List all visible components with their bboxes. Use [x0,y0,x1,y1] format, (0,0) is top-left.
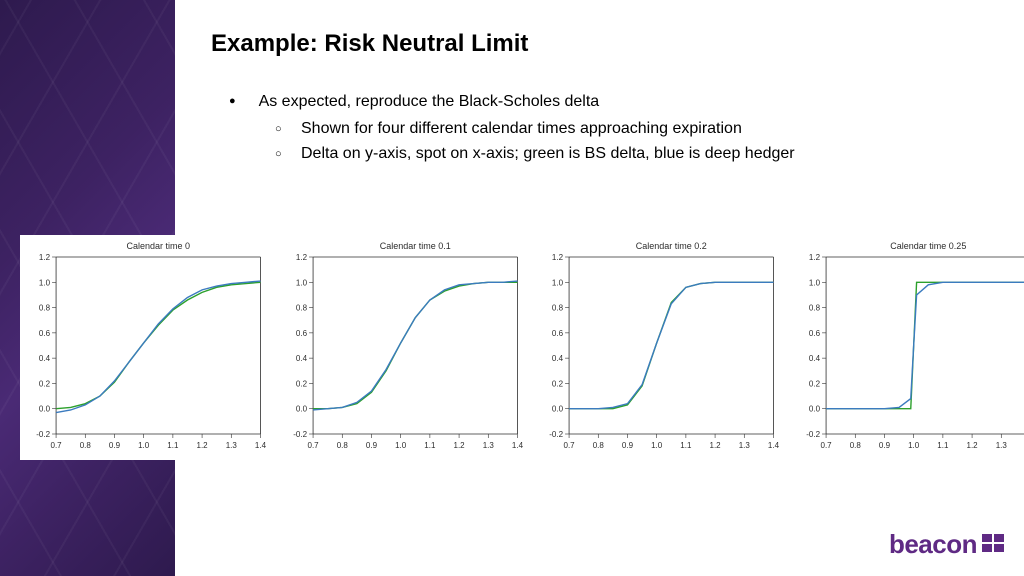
svg-text:0.2: 0.2 [808,379,820,388]
svg-text:1.1: 1.1 [937,441,949,450]
svg-text:1.2: 1.2 [808,253,820,262]
svg-text:1.4: 1.4 [768,441,780,450]
svg-text:1.2: 1.2 [39,253,51,262]
svg-text:1.0: 1.0 [908,441,920,450]
svg-text:1.0: 1.0 [138,441,150,450]
svg-text:0.4: 0.4 [808,354,820,363]
svg-text:-0.2: -0.2 [293,430,307,439]
svg-text:0.8: 0.8 [808,304,820,313]
svg-text:1.0: 1.0 [552,278,564,287]
svg-text:0.6: 0.6 [39,329,51,338]
chart-1: Calendar time 0.1 -0.2 0.0 0.2 0.4 0.6 0.8 1.0 1… [277,235,528,460]
svg-text:0.8: 0.8 [849,441,861,450]
bullet-main-text: As expected, reproduce the Black-Scholes… [259,93,600,110]
chart-0: Calendar time 0 -0.2 0.0 0.2 0.4 0.6 0.8 1.0 1.2… [20,235,271,460]
svg-text:-0.2: -0.2 [36,430,50,439]
svg-text:1.0: 1.0 [808,278,820,287]
svg-text:1.2: 1.2 [966,441,978,450]
svg-text:1.2: 1.2 [197,441,209,450]
svg-text:0.2: 0.2 [552,379,564,388]
svg-text:1.2: 1.2 [295,253,307,262]
svg-text:0.9: 0.9 [365,441,377,450]
svg-text:0.8: 0.8 [552,304,564,313]
svg-text:0.7: 0.7 [307,441,319,450]
sub-bullet-1: Shown for four different calendar times … [275,117,795,140]
svg-text:0.0: 0.0 [808,405,820,414]
svg-text:0.6: 0.6 [808,329,820,338]
logo-text: beacon [889,529,977,560]
svg-text:1.2: 1.2 [710,441,722,450]
svg-text:0.6: 0.6 [295,329,307,338]
chart-2: Calendar time 0.2 -0.2 0.0 0.2 0.4 0.6 0.8 1.0 1… [533,235,784,460]
charts-row: Calendar time 0 -0.2 0.0 0.2 0.4 0.6 0.8 1.0 1.2… [20,235,1024,460]
svg-text:1.1: 1.1 [167,441,179,450]
svg-text:1.2: 1.2 [453,441,465,450]
svg-text:1.3: 1.3 [482,441,494,450]
bullet-main: As expected, reproduce the Black-Scholes… [229,90,795,166]
svg-text:1.4: 1.4 [255,441,267,450]
svg-text:1.0: 1.0 [39,278,51,287]
svg-text:0.7: 0.7 [820,441,832,450]
svg-text:-0.2: -0.2 [806,430,820,439]
slide-content: Example: Risk Neutral Limit As expected,… [175,0,1024,576]
sub-bullets: Shown for four different calendar times … [275,117,795,165]
chart-3: Calendar time 0.25 -0.2 0.0 0.2 0.4 0.6 0.8 1.0… [790,235,1024,460]
svg-text:1.3: 1.3 [995,441,1007,450]
svg-text:0.4: 0.4 [295,354,307,363]
svg-text:1.3: 1.3 [739,441,751,450]
svg-text:0.4: 0.4 [39,354,51,363]
svg-text:1.0: 1.0 [651,441,663,450]
svg-text:0.4: 0.4 [552,354,564,363]
logo-blocks-icon [982,534,1004,552]
svg-text:0.0: 0.0 [295,405,307,414]
svg-text:1.1: 1.1 [680,441,692,450]
svg-text:Calendar time 0.1: Calendar time 0.1 [379,241,450,251]
svg-text:0.9: 0.9 [622,441,634,450]
svg-text:1.3: 1.3 [226,441,238,450]
svg-text:0.9: 0.9 [878,441,890,450]
svg-text:0.2: 0.2 [39,379,51,388]
svg-text:0.0: 0.0 [552,405,564,414]
svg-text:1.1: 1.1 [424,441,436,450]
svg-text:1.0: 1.0 [395,441,407,450]
svg-text:Calendar time 0: Calendar time 0 [126,241,190,251]
svg-text:1.0: 1.0 [295,278,307,287]
svg-text:0.9: 0.9 [109,441,121,450]
bullet-list: As expected, reproduce the Black-Scholes… [229,90,795,170]
svg-text:0.2: 0.2 [295,379,307,388]
svg-text:Calendar time 0.25: Calendar time 0.25 [890,241,966,251]
sub-bullet-2: Delta on y-axis, spot on x-axis; green i… [275,142,795,165]
svg-text:0.8: 0.8 [80,441,92,450]
svg-text:0.8: 0.8 [39,304,51,313]
svg-text:Calendar time 0.2: Calendar time 0.2 [636,241,707,251]
svg-text:0.0: 0.0 [39,405,51,414]
svg-text:-0.2: -0.2 [549,430,563,439]
logo: beacon [889,527,1004,558]
svg-text:0.8: 0.8 [295,304,307,313]
svg-text:0.8: 0.8 [336,441,348,450]
svg-text:0.7: 0.7 [51,441,63,450]
svg-text:1.4: 1.4 [511,441,523,450]
svg-text:1.2: 1.2 [552,253,564,262]
page-title: Example: Risk Neutral Limit [211,30,528,58]
svg-text:0.6: 0.6 [552,329,564,338]
svg-text:0.8: 0.8 [593,441,605,450]
svg-text:0.7: 0.7 [564,441,576,450]
